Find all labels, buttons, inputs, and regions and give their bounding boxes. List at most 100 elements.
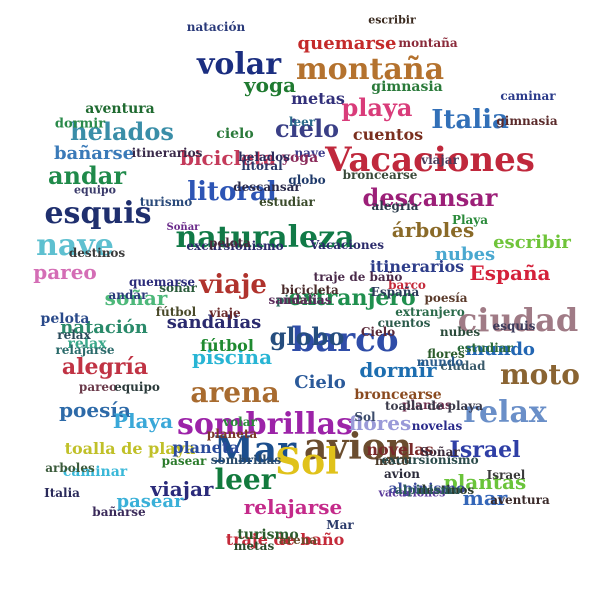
cloud-word: andar <box>108 288 148 302</box>
cloud-word: nubes <box>434 244 496 265</box>
cloud-word: planeta <box>172 438 240 457</box>
cloud-word: relajarse <box>55 343 115 357</box>
cloud-word: Cielo <box>294 372 346 393</box>
cloud-word: soñar <box>159 281 197 295</box>
cloud-word: España <box>370 285 420 299</box>
cloud-word: equipo <box>74 183 116 197</box>
cloud-word: moto <box>374 454 410 468</box>
cloud-word: Sol <box>354 410 376 424</box>
cloud-word: bicicleta <box>281 283 339 297</box>
cloud-word: nave <box>36 228 114 263</box>
cloud-word: Playa <box>451 213 489 227</box>
cloud-word: Soñar <box>420 445 460 459</box>
cloud-word: flores <box>348 411 412 435</box>
cloud-word: aventura <box>490 493 550 507</box>
cloud-word: cielo <box>216 126 254 142</box>
cloud-word: alpinismo <box>388 481 466 497</box>
cloud-word: pareo <box>33 260 97 284</box>
cloud-word: Italia <box>44 486 80 500</box>
cloud-word: Mar <box>326 518 354 532</box>
cloud-word: relax <box>463 395 547 430</box>
cloud-word: volar <box>196 47 282 82</box>
cloud-word: sandalias <box>166 312 262 333</box>
cloud-word: sombrillas <box>177 407 353 442</box>
cloud-word: dormir <box>359 358 437 382</box>
cloud-word: nave <box>294 146 326 160</box>
cloud-word: montaña <box>295 52 445 87</box>
cloud-word: poesía <box>424 291 468 305</box>
cloud-word: Vacaciones <box>325 140 535 180</box>
cloud-word: pelota <box>209 236 251 250</box>
cloud-word: novelas <box>366 440 434 459</box>
cloud-word: avion <box>383 467 421 481</box>
cloud-word: viaje <box>209 306 241 320</box>
cloud-word: mar <box>286 293 314 307</box>
cloud-word: caminar <box>500 89 556 103</box>
cloud-word: cuentos <box>377 316 431 330</box>
cloud-word: fútbol <box>155 305 197 319</box>
cloud-word: plantas <box>402 398 452 412</box>
cloud-word: helados <box>70 117 174 146</box>
cloud-word: Mar <box>213 429 297 471</box>
cloud-word: moto <box>500 358 580 391</box>
cloud-word: itinerarios <box>369 257 465 276</box>
cloud-word: quemarse <box>297 33 397 54</box>
cloud-word: esquis <box>492 319 536 333</box>
cloud-word: Cielo <box>360 325 396 339</box>
cloud-word: gimnasia <box>371 79 443 95</box>
cloud-word: bañarse <box>92 505 146 519</box>
cloud-word: litoral <box>187 177 277 207</box>
cloud-word: escribir <box>493 232 571 253</box>
cloud-word: excursionismo <box>381 453 479 467</box>
cloud-word: extranjero <box>395 305 465 319</box>
cloud-word: viaje <box>199 270 267 300</box>
cloud-word: relax <box>57 328 91 342</box>
cloud-word: escribir <box>368 13 416 27</box>
cloud-word: quemarse <box>129 275 195 289</box>
cloud-word: itinerarios <box>131 146 203 160</box>
cloud-word: ciudad <box>440 359 486 373</box>
cloud-word: arboles <box>45 461 95 475</box>
cloud-word: Playa <box>112 409 174 433</box>
cloud-word: sandalias <box>268 293 332 307</box>
cloud-word: arena <box>190 376 280 409</box>
cloud-word: viajar <box>421 153 459 167</box>
cloud-word: alegría <box>371 199 419 213</box>
cloud-word: novelas <box>411 419 463 433</box>
cloud-word: pasear <box>116 491 184 512</box>
cloud-word: andar <box>48 161 126 190</box>
cloud-word: traje de baño <box>225 530 345 549</box>
cloud-word: piscina <box>191 345 273 369</box>
cloud-word: natación <box>60 317 148 338</box>
cloud-word: destinos <box>68 246 126 260</box>
cloud-word: avion <box>303 426 413 468</box>
cloud-word: helados <box>238 150 290 164</box>
cloud-word: Israel <box>486 468 526 482</box>
cloud-word: Sol <box>275 441 339 483</box>
cloud-word: alpinismo <box>394 483 462 497</box>
cloud-word: Italia <box>431 105 509 135</box>
cloud-word: Vacaciones <box>309 238 385 252</box>
cloud-word: mar <box>462 486 508 510</box>
cloud-word: vacaciones <box>378 486 446 500</box>
cloud-word: naturaleza <box>175 220 355 255</box>
cloud-word: Israel <box>449 437 521 463</box>
cloud-word: piscina <box>275 293 325 307</box>
cloud-word: sombrillas <box>210 453 282 467</box>
cloud-word: soñar <box>104 286 168 310</box>
cloud-word: yoga <box>244 73 296 97</box>
cloud-word: poesía <box>59 398 131 422</box>
cloud-word: bicicleta <box>179 146 277 170</box>
cloud-word: cielo <box>274 114 340 143</box>
cloud-word: España <box>469 261 551 285</box>
cloud-word: globo <box>269 322 345 351</box>
cloud-word: relax <box>67 336 107 352</box>
cloud-word: pasear <box>161 454 207 468</box>
cloud-word: pelota <box>40 311 90 327</box>
cloud-word: aventura <box>85 101 155 117</box>
cloud-word: playa <box>341 93 413 122</box>
cloud-word: extranjero <box>288 285 416 311</box>
cloud-word: descansar <box>233 180 301 194</box>
cloud-word: metas <box>233 539 275 553</box>
